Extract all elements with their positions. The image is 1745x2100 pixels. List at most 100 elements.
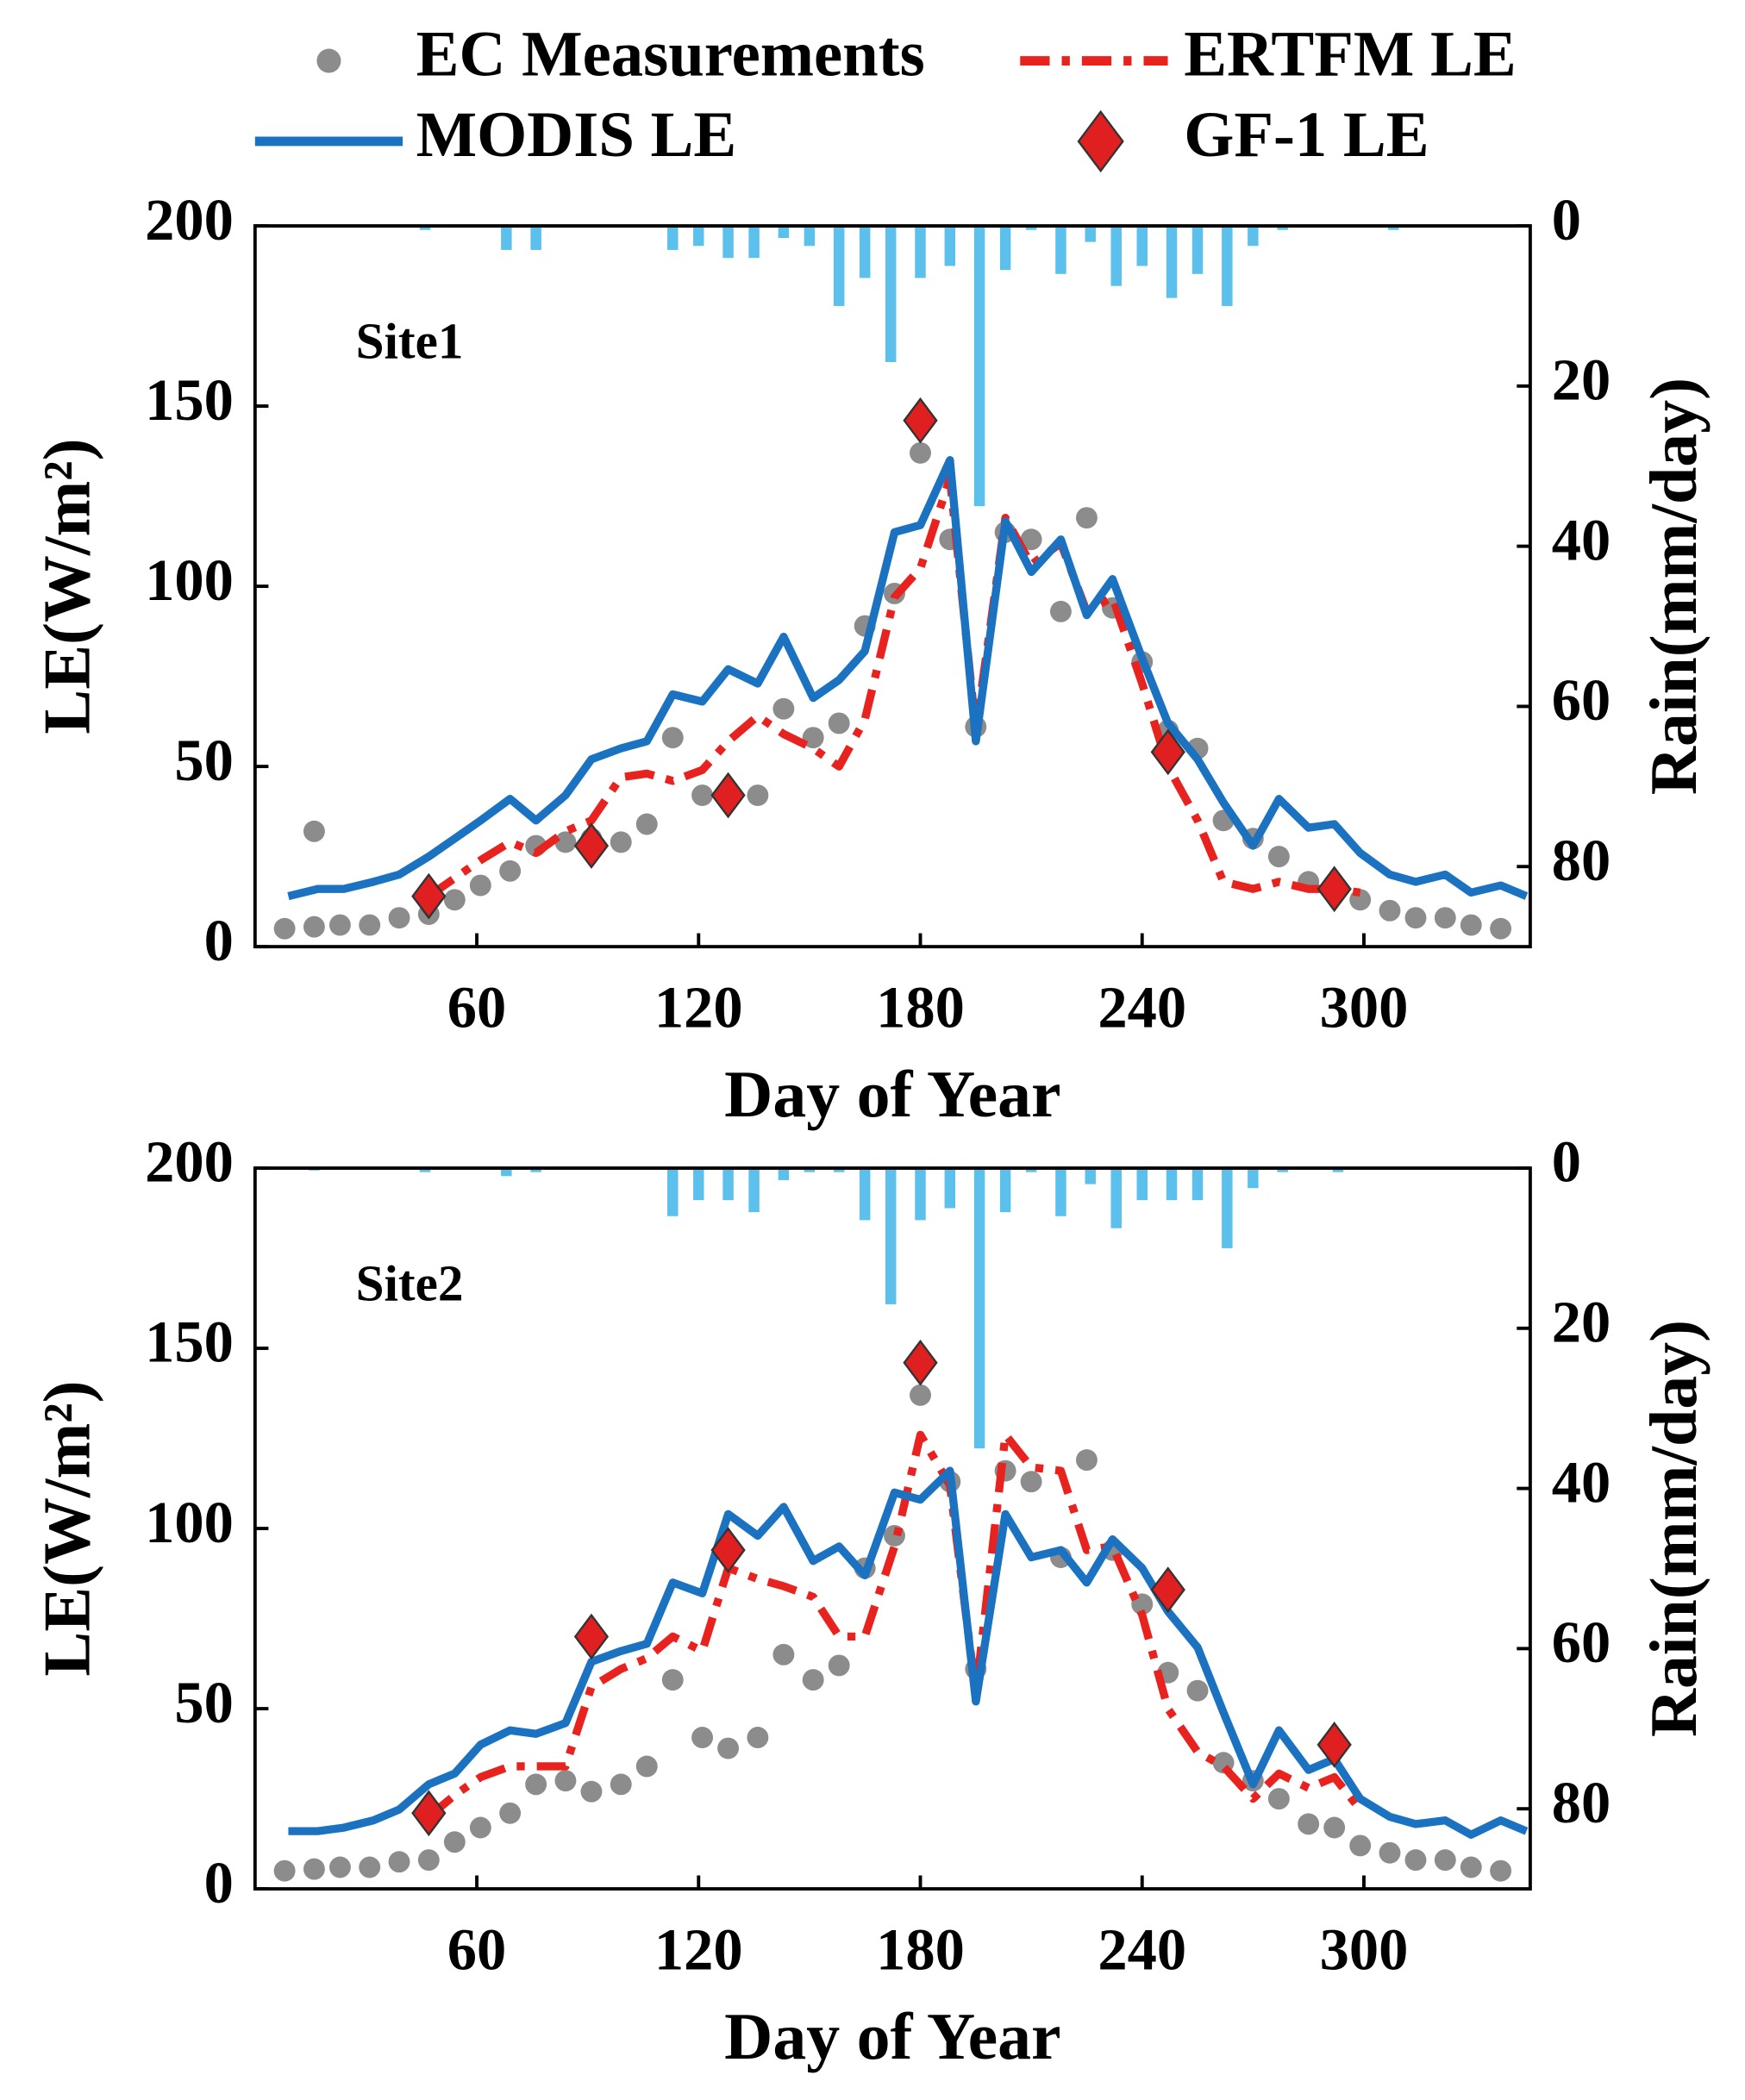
x-axis-label: Day of Year	[724, 1999, 1060, 2073]
x-tick-label: 180	[876, 975, 965, 1041]
plot-area	[273, 1168, 1529, 1882]
modis-line	[288, 1466, 1529, 1840]
ec-point	[1186, 1679, 1209, 1702]
chart: 60 120 180 240 300 0 50 100 150 200 0 20 40 60 80 Site2…	[29, 1129, 1711, 2073]
ertfm-line	[426, 473, 1361, 900]
rain-bar	[859, 226, 871, 278]
ec-point	[747, 784, 769, 806]
ec-point	[802, 1669, 824, 1691]
rain-bar	[915, 1168, 926, 1221]
rain-bar	[1388, 226, 1399, 230]
rain-bar	[973, 1168, 985, 1449]
y2-tick-label: 60	[1552, 1609, 1611, 1675]
rain-bar	[693, 226, 704, 247]
ec-point	[359, 1856, 381, 1878]
rain-bar	[885, 226, 897, 362]
rain-bar	[999, 1168, 1011, 1213]
gf1-marker	[411, 872, 447, 920]
legend-label: GF-1 LE	[1184, 99, 1429, 171]
ec-point	[1460, 914, 1482, 936]
x-tick-label: 120	[654, 975, 743, 1041]
rain-bar	[973, 226, 985, 507]
ec-point	[635, 813, 658, 835]
rain-bar	[1085, 226, 1096, 242]
gf1-marker	[1317, 866, 1352, 913]
y-tick-label: 200	[145, 187, 234, 253]
y-tick-label: 150	[145, 367, 234, 433]
y-tick-label: 100	[145, 547, 234, 613]
y-tick-label: 50	[174, 1670, 234, 1735]
ec-point	[554, 831, 577, 853]
ec-point	[828, 712, 850, 734]
rain-bar	[501, 226, 512, 250]
rain-bar	[693, 1168, 704, 1201]
ec-point	[1379, 899, 1401, 922]
ec-point	[910, 441, 931, 464]
x-tick-label: 120	[654, 1917, 743, 1983]
ec-point	[1020, 1471, 1042, 1493]
ec-point	[273, 917, 296, 940]
rain-bar	[1248, 1168, 1259, 1189]
ec-point	[499, 859, 522, 882]
rain-bar	[885, 1168, 897, 1304]
ec-point	[443, 1831, 466, 1853]
rain-bar	[944, 1168, 956, 1209]
legend-label: MODIS LE	[416, 99, 737, 171]
ec-point	[525, 1773, 547, 1796]
ec-point	[661, 1669, 684, 1691]
rain-bar	[1332, 1168, 1344, 1172]
y2-tick-label: 20	[1552, 347, 1611, 413]
ec-point	[328, 914, 351, 936]
rain-bar	[667, 226, 679, 250]
ec-point	[328, 1856, 351, 1878]
rain-bar	[833, 226, 845, 306]
ec-point	[1267, 1788, 1290, 1810]
rain-bar	[1025, 1168, 1037, 1172]
rain-bar	[1136, 226, 1148, 266]
rain-bar	[1085, 1168, 1096, 1184]
rain-bar	[1055, 226, 1066, 274]
y-tick-label: 100	[145, 1490, 234, 1555]
x-tick-label: 240	[1098, 1917, 1186, 1983]
rain-bar	[1110, 1168, 1122, 1228]
ec-point	[1434, 907, 1456, 929]
gf1-marker	[573, 1613, 610, 1660]
y-tick-label: 0	[204, 1850, 234, 1916]
y2-tick-label: 40	[1552, 1449, 1611, 1515]
site-label: Site1	[356, 313, 464, 370]
ec-point	[580, 1780, 603, 1803]
y2-tick-label: 40	[1552, 507, 1611, 572]
y2-tick-label: 0	[1552, 187, 1581, 253]
x-tick-label: 300	[1320, 1917, 1409, 1983]
rain-bar	[748, 1168, 760, 1213]
rain-bar	[501, 1168, 512, 1177]
y2-axis-label: Rain(mm/day)	[1636, 378, 1711, 795]
ec-point	[417, 1849, 440, 1872]
ec-point	[1075, 507, 1098, 529]
y-tick-label: 50	[174, 728, 234, 793]
ec-point	[359, 914, 381, 936]
rain-bar	[1222, 1168, 1233, 1248]
ec-point	[691, 784, 714, 806]
y2-tick-label: 0	[1552, 1129, 1581, 1195]
rain-bar	[1166, 1168, 1178, 1201]
legend-marker	[316, 48, 341, 73]
y2-axis-label: Rain(mm/day)	[1636, 1320, 1711, 1737]
ec-point	[1490, 1859, 1512, 1882]
x-tick-label: 60	[447, 975, 507, 1041]
y-axis-label: LE(W/m²)	[29, 1380, 103, 1676]
ec-point	[717, 1737, 740, 1759]
ec-point	[1490, 917, 1512, 940]
rain-bar	[530, 226, 541, 250]
site-label: Site2	[356, 1255, 464, 1312]
ec-point	[610, 1773, 632, 1796]
ec-point	[499, 1802, 522, 1824]
y-tick-label: 150	[145, 1309, 234, 1375]
gf1-marker	[903, 1339, 938, 1386]
ec-point	[747, 1727, 769, 1748]
rain-bar	[1191, 1168, 1204, 1201]
ec-point	[303, 916, 325, 938]
rain-bar	[1055, 1168, 1066, 1216]
rain-bar	[722, 1168, 734, 1201]
y2-tick-label: 80	[1552, 1770, 1611, 1835]
